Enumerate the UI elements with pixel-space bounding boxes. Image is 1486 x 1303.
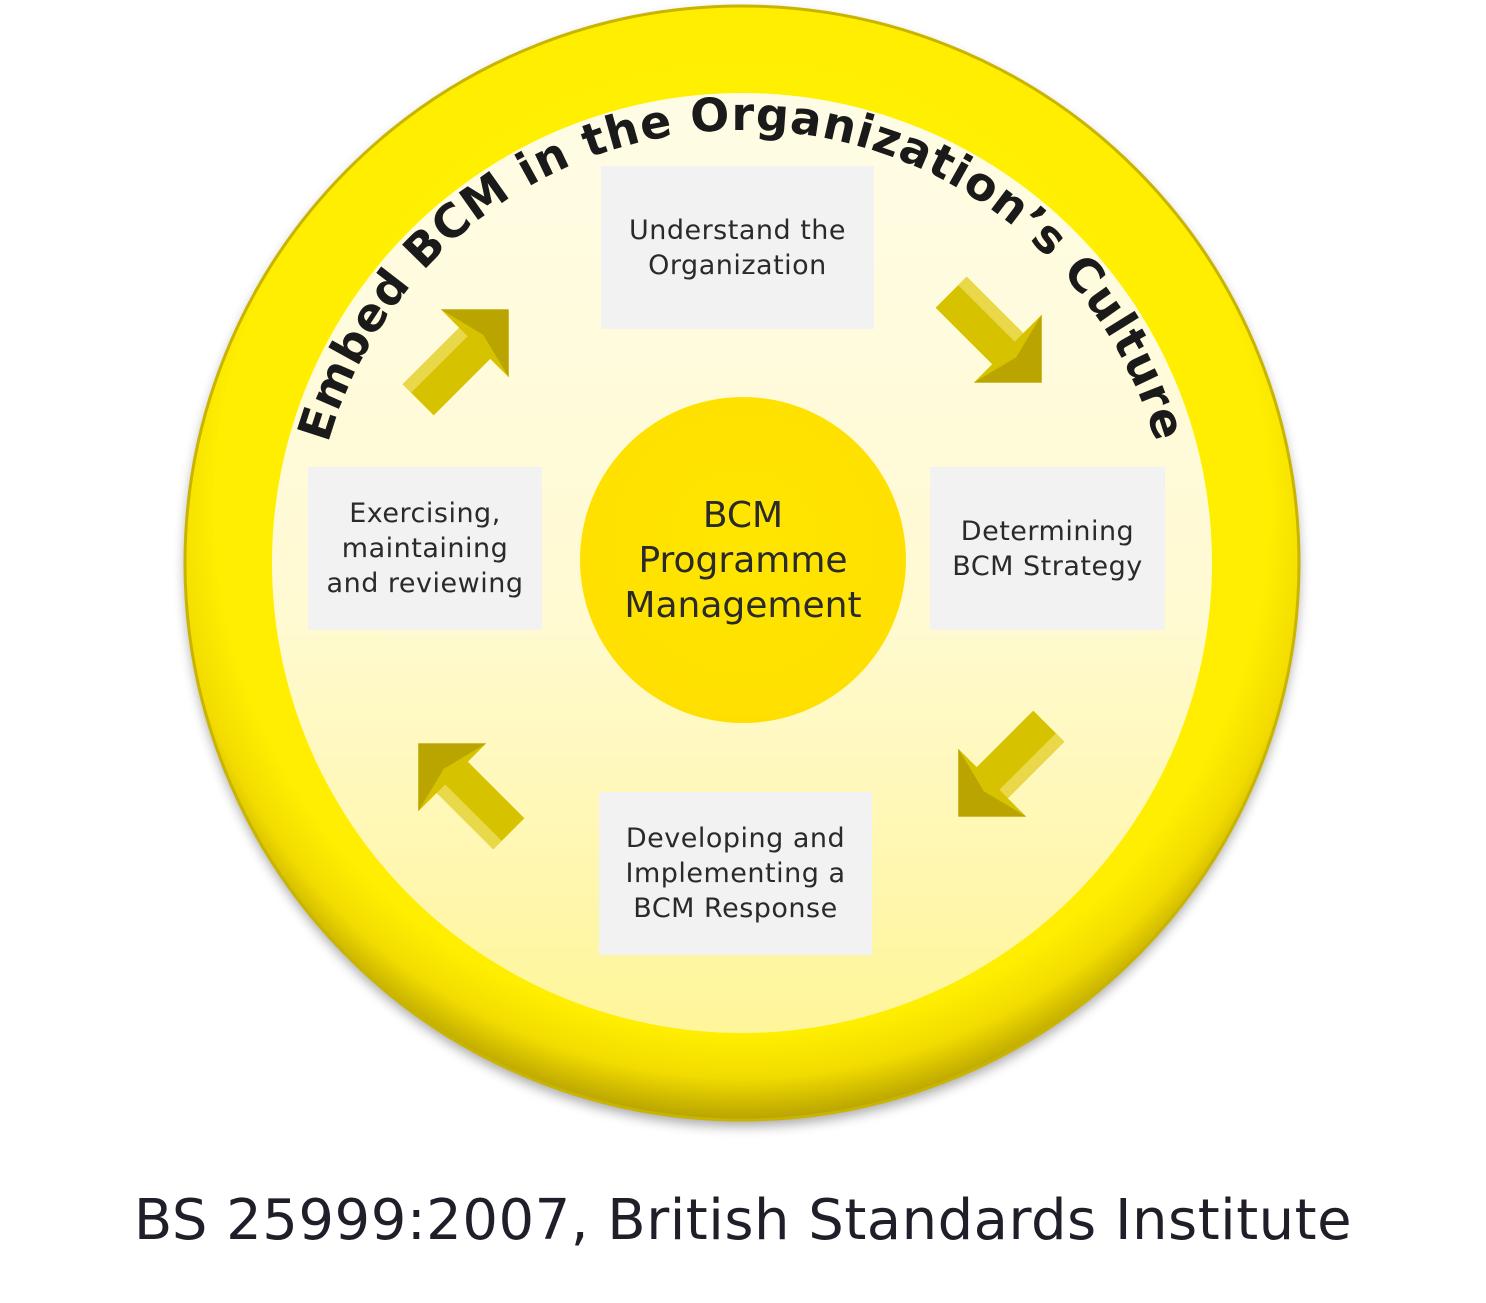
center-line-1: BCM — [702, 494, 784, 536]
arrow-top-right — [935, 276, 1042, 383]
stage-determining-strategy: Determining BCM Strategy — [930, 467, 1165, 630]
arrow-bottom-right — [958, 710, 1065, 817]
stage-left-line-1: Exercising, — [349, 498, 501, 529]
stage-developing-response: Developing and Implementing a BCM Respon… — [599, 792, 872, 955]
stage-top-line-1: Understand the — [628, 214, 847, 246]
stage-bottom-line-3: BCM Response — [633, 893, 838, 924]
stage-understand-organization: Understand the Organization — [601, 166, 874, 329]
stage-right-line-1: Determining — [960, 515, 1135, 547]
stage-left-line-2: maintaining — [341, 533, 509, 564]
stage-left-line-3: and reviewing — [326, 568, 524, 599]
stage-right-line-2: BCM Strategy — [952, 550, 1143, 582]
stage-exercising-reviewing: Exercising, maintaining and reviewing — [308, 467, 542, 630]
center-line-2: Programme — [638, 539, 848, 581]
source-caption: BS 25999:2007, British Standards Institu… — [133, 1188, 1353, 1253]
stage-top-line-2: Organization — [648, 249, 827, 281]
stage-bottom-line-1: Developing and — [625, 823, 846, 854]
arrow-bottom-left — [418, 743, 525, 850]
stage-bottom-line-2: Implementing a — [625, 858, 846, 889]
center-line-3: Management — [624, 584, 862, 626]
ring-edge — [183, 4, 1301, 1122]
center-programme-management: BCM Programme Management — [580, 397, 906, 723]
arrow-top-left — [402, 309, 509, 416]
